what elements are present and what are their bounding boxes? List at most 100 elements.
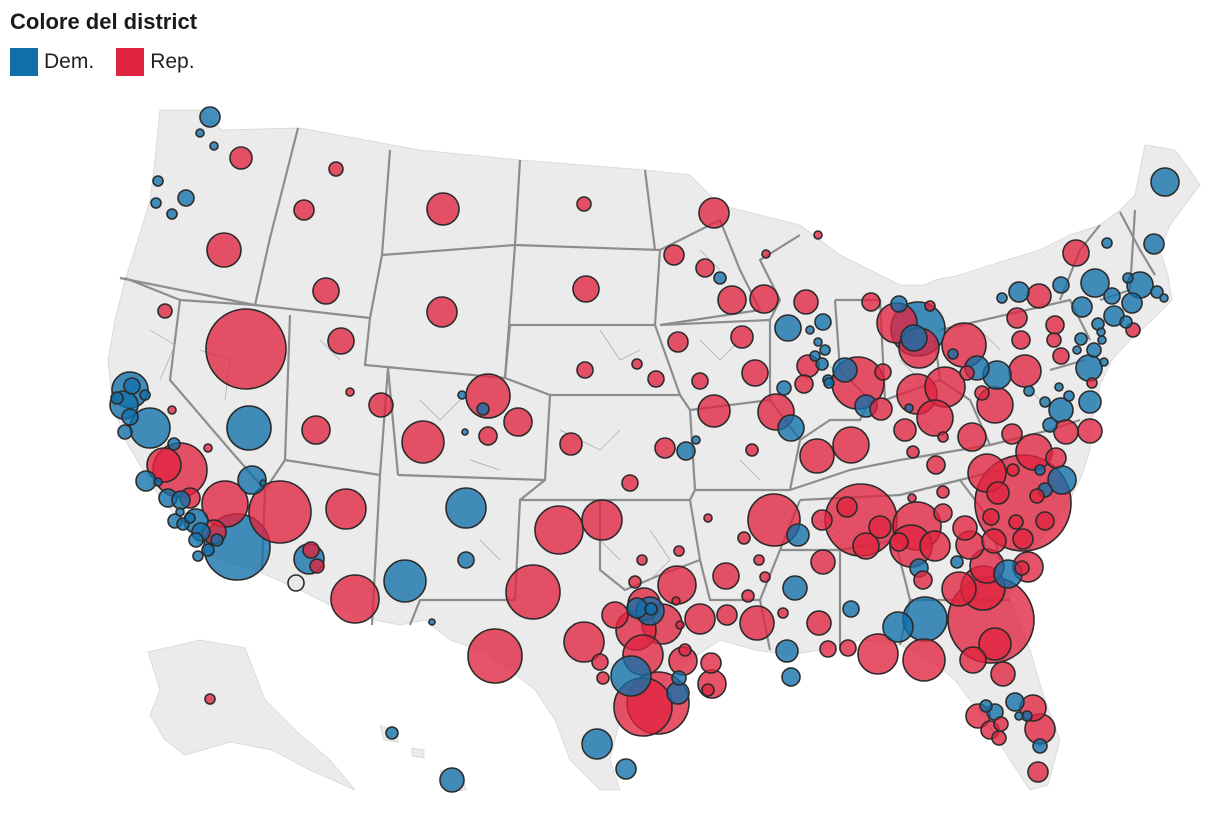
district-bubble-dem[interactable]: [782, 575, 808, 601]
district-bubble-rep[interactable]: [741, 589, 755, 603]
district-bubble-rep[interactable]: [991, 730, 1007, 746]
district-bubble-dem[interactable]: [671, 670, 687, 686]
district-bubble-rep[interactable]: [654, 437, 676, 459]
district-bubble-dem[interactable]: [1078, 390, 1102, 414]
district-bubble-rep[interactable]: [889, 532, 909, 552]
district-bubble-dem[interactable]: [226, 405, 272, 451]
district-bubble-rep[interactable]: [559, 432, 583, 456]
district-bubble-rep[interactable]: [1014, 560, 1030, 576]
district-bubble-dem[interactable]: [1101, 237, 1113, 249]
district-bubble-dem[interactable]: [809, 350, 821, 362]
district-bubble-rep[interactable]: [902, 638, 946, 682]
district-bubble-rep[interactable]: [204, 693, 216, 705]
district-bubble-rep[interactable]: [749, 284, 779, 314]
district-bubble-dem[interactable]: [842, 600, 860, 618]
district-bubble-rep[interactable]: [505, 564, 561, 620]
district-bubble-dem[interactable]: [445, 487, 487, 529]
district-bubble-dem[interactable]: [177, 189, 195, 207]
district-bubble-dem[interactable]: [195, 128, 205, 138]
district-bubble-rep[interactable]: [601, 601, 629, 629]
district-bubble-rep[interactable]: [959, 365, 975, 381]
district-bubble-rep[interactable]: [924, 300, 936, 312]
district-bubble-rep[interactable]: [146, 447, 182, 483]
district-bubble-rep[interactable]: [534, 505, 584, 555]
district-bubble-rep[interactable]: [576, 361, 594, 379]
district-bubble-rep[interactable]: [621, 474, 639, 492]
district-bubble-dem[interactable]: [1034, 464, 1046, 476]
district-bubble-rep[interactable]: [936, 485, 950, 499]
district-bubble-dem[interactable]: [774, 314, 802, 342]
district-bubble-rep[interactable]: [868, 515, 892, 539]
district-bubble-dem[interactable]: [1008, 281, 1030, 303]
district-bubble-rep[interactable]: [981, 528, 1007, 554]
district-bubble-dem[interactable]: [201, 543, 215, 557]
district-bubble-rep[interactable]: [167, 405, 177, 415]
district-bubble-rep[interactable]: [832, 426, 870, 464]
district-bubble-dem[interactable]: [192, 550, 204, 562]
district-bubble-dem[interactable]: [428, 618, 436, 626]
district-bubble-rep[interactable]: [695, 258, 715, 278]
district-bubble-dem[interactable]: [1072, 345, 1082, 355]
district-bubble-dem[interactable]: [890, 295, 908, 313]
district-bubble-dem[interactable]: [1150, 285, 1164, 299]
district-bubble-rep[interactable]: [678, 643, 692, 657]
district-bubble-rep[interactable]: [301, 415, 331, 445]
district-bubble-dem[interactable]: [777, 414, 805, 442]
district-bubble-rep[interactable]: [933, 503, 953, 523]
district-bubble-dem[interactable]: [237, 465, 267, 495]
district-bubble-rep[interactable]: [327, 327, 355, 355]
district-bubble-dem[interactable]: [900, 324, 928, 352]
district-bubble-rep[interactable]: [1026, 283, 1052, 309]
district-bubble-rep[interactable]: [671, 596, 681, 606]
district-bubble-rep[interactable]: [330, 574, 380, 624]
district-bubble-dem[interactable]: [1063, 390, 1075, 402]
district-bubble-rep[interactable]: [993, 716, 1009, 732]
district-bubble-dem[interactable]: [1086, 342, 1102, 358]
district-bubble-rep[interactable]: [700, 652, 722, 674]
district-bubble-rep[interactable]: [684, 603, 716, 635]
district-bubble-rep[interactable]: [986, 481, 1010, 505]
district-bubble-dem[interactable]: [1096, 327, 1106, 337]
district-bubble-dem[interactable]: [110, 391, 124, 405]
district-bubble-rep[interactable]: [206, 232, 242, 268]
district-bubble-dem[interactable]: [882, 611, 914, 643]
district-bubble-rep[interactable]: [893, 418, 917, 442]
district-bubble-dem[interactable]: [713, 271, 727, 285]
district-bubble-dem[interactable]: [1005, 692, 1025, 712]
district-bubble-dem[interactable]: [153, 477, 163, 487]
district-bubble-rep[interactable]: [628, 575, 642, 589]
district-bubble-dem[interactable]: [1032, 738, 1048, 754]
district-bubble-dem[interactable]: [152, 175, 164, 187]
district-bubble-rep[interactable]: [990, 661, 1016, 687]
district-bubble-other[interactable]: [287, 574, 305, 592]
district-bubble-rep[interactable]: [913, 570, 933, 590]
district-bubble-rep[interactable]: [205, 308, 287, 390]
district-bubble-rep[interactable]: [426, 296, 458, 328]
district-bubble-dem[interactable]: [150, 197, 162, 209]
district-bubble-rep[interactable]: [478, 426, 498, 446]
district-bubble-dem[interactable]: [996, 292, 1008, 304]
district-bubble-dem[interactable]: [1122, 272, 1134, 284]
district-bubble-dem[interactable]: [1121, 292, 1143, 314]
district-bubble-rep[interactable]: [698, 197, 730, 229]
district-bubble-rep[interactable]: [325, 488, 367, 530]
district-bubble-rep[interactable]: [819, 640, 837, 658]
district-bubble-rep[interactable]: [345, 387, 355, 397]
district-bubble-rep[interactable]: [302, 541, 320, 559]
district-bubble-rep[interactable]: [941, 571, 977, 607]
district-bubble-rep[interactable]: [916, 399, 954, 437]
district-bubble-dem[interactable]: [457, 551, 475, 569]
district-bubble-rep[interactable]: [811, 509, 833, 531]
district-bubble-rep[interactable]: [739, 605, 775, 641]
district-bubble-rep[interactable]: [839, 639, 857, 657]
district-bubble-rep[interactable]: [761, 249, 771, 259]
district-bubble-rep[interactable]: [745, 443, 759, 457]
district-bubble-rep[interactable]: [978, 627, 1012, 661]
district-bubble-rep[interactable]: [1077, 418, 1103, 444]
district-bubble-dem[interactable]: [210, 533, 224, 547]
district-bubble-rep[interactable]: [675, 620, 685, 630]
district-bubble-rep[interactable]: [957, 422, 987, 452]
district-bubble-rep[interactable]: [229, 146, 253, 170]
district-bubble-rep[interactable]: [810, 549, 836, 575]
district-bubble-rep[interactable]: [1052, 347, 1070, 365]
